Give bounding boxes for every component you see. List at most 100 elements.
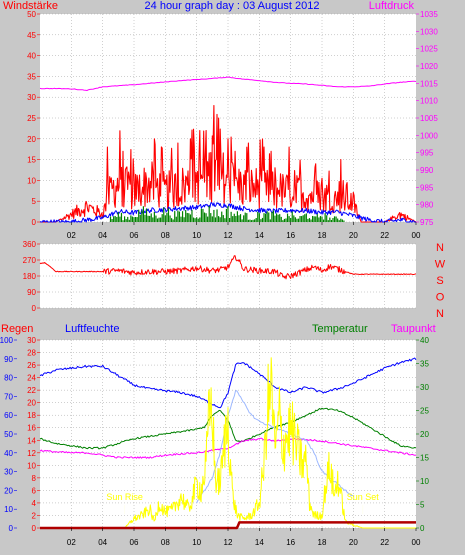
wind-left-tick-label-6: 30 (27, 93, 36, 102)
humidity-tick-label-3: 6 (32, 486, 37, 495)
x-tick-label-3: 08 (161, 231, 170, 240)
humidity-tick-label-7: 14 (27, 436, 36, 445)
wind-left-tick-label-10: 50 (27, 10, 36, 19)
temp-tick-label-7: 35 (420, 360, 429, 369)
humidity-tick-label-6: 12 (27, 449, 36, 458)
sun-annotation-label-1: Sun Set (347, 492, 380, 502)
regen-tick-label-5: 50 (4, 430, 13, 439)
wind-right-tick-label-4: 995 (420, 149, 434, 158)
regen-tick-label-1: 10 (4, 505, 13, 514)
x-tick-label-6: 14 (255, 231, 264, 240)
x-tick-label-0: 02 (67, 231, 76, 240)
temp-tick-label-0: 0 (420, 524, 425, 533)
wind-x-axis: 02 04 06 08 10 12 14 16 18 20 22 00 (67, 222, 421, 240)
humidity-tick-label-10: 20 (27, 399, 36, 408)
regen-tick-label-7: 70 (4, 392, 13, 401)
x-tick-label-7: 16 (286, 538, 295, 547)
pressure-line (39, 76, 417, 91)
rain-panel: Regen Luftfeuchte Temperatur Taupunkt 0 1… (0, 323, 436, 547)
temp-tick-label-1: 5 (420, 501, 425, 510)
x-tick-label-8: 18 (318, 231, 327, 240)
x-tick-label-1: 04 (98, 231, 107, 240)
direction-line (39, 255, 417, 280)
humidity-tick-label-0: 0 (32, 524, 37, 533)
luftfeuchte-label: Luftfeuchte (65, 323, 119, 335)
regen-tick-label-9: 90 (4, 355, 13, 364)
wind-right-tick-label-6: 1005 (420, 114, 438, 123)
x-tick-label-5: 12 (224, 231, 233, 240)
wind-left-tick-label-5: 25 (27, 114, 36, 123)
temp-tick-label-6: 30 (420, 383, 429, 392)
humidity-tick-label-5: 10 (27, 461, 36, 470)
x-tick-label-0: 02 (67, 538, 76, 547)
x-tick-label-8: 18 (318, 538, 327, 547)
wind-plot-area (40, 14, 416, 222)
direction-left-tick-label-0: 0 (32, 304, 37, 313)
x-tick-label-10: 22 (380, 538, 389, 547)
wind-left-axis: 0 5 10 15 20 25 30 35 40 45 50 (27, 10, 40, 227)
regen-tick-label-3: 30 (4, 468, 13, 477)
wind-right-tick-label-3: 990 (420, 166, 434, 175)
compass-label-3: O (436, 292, 445, 304)
wind-right-tick-label-9: 1020 (420, 62, 438, 71)
wind-left-tick-label-4: 20 (27, 135, 36, 144)
wind-right-tick-label-12: 1035 (420, 10, 438, 19)
humidity-tick-label-12: 24 (27, 374, 36, 383)
direction-plot-area (40, 244, 416, 308)
direction-left-tick-label-1: 90 (27, 288, 36, 297)
rain-x-axis: 02 04 06 08 10 12 14 16 18 20 22 00 (67, 528, 421, 547)
temperatur-axis: 0 5 10 15 20 25 30 35 40 (416, 336, 429, 533)
regen-tick-label-4: 40 (4, 449, 13, 458)
wind-left-tick-label-1: 5 (32, 197, 37, 206)
wind-right-tick-label-8: 1015 (420, 79, 438, 88)
x-tick-label-2: 06 (130, 538, 139, 547)
wind-left-tick-label-8: 40 (27, 52, 36, 61)
x-tick-label-9: 20 (349, 231, 358, 240)
temp-tick-label-3: 15 (420, 454, 429, 463)
direction-series (39, 255, 417, 280)
direction-left-tick-label-2: 180 (23, 272, 37, 281)
temp-tick-label-5: 25 (420, 407, 429, 416)
x-tick-label-5: 12 (224, 538, 233, 547)
x-tick-label-6: 14 (255, 538, 264, 547)
wind-left-tick-label-0: 0 (32, 218, 37, 227)
x-tick-label-4: 10 (192, 231, 201, 240)
regen-axis: 0 10 20 30 40 50 60 70 80 90 100 (0, 336, 17, 533)
x-tick-label-9: 20 (349, 538, 358, 547)
luftdruck-label: Luftdruck (369, 0, 415, 12)
humidity-line (39, 357, 417, 409)
regen-tick-label-2: 20 (4, 486, 13, 495)
windstaerke-label: Windstärke (3, 0, 58, 12)
wind-series (39, 76, 417, 223)
x-tick-label-2: 06 (130, 231, 139, 240)
wind-right-tick-label-2: 985 (420, 183, 434, 192)
wind-left-tick-label-2: 10 (27, 176, 36, 185)
temp-tick-label-8: 40 (420, 336, 429, 345)
regen-tick-label-0: 0 (9, 524, 14, 533)
sun-annotations: Sun Rise Sun Set (106, 492, 379, 514)
x-tick-label-10: 22 (380, 231, 389, 240)
humidity-tick-label-1: 2 (32, 511, 37, 520)
chart-title: 24 hour graph day : 03 August 2012 (145, 0, 320, 12)
humidity-tick-label-15: 30 (27, 336, 36, 345)
regen-tick-label-6: 60 (4, 411, 13, 420)
wind-right-tick-label-7: 1010 (420, 97, 438, 106)
wind-right-axis: 975 980 985 990 995 1000 1005 1010 1015 1020 1025 1… (416, 10, 438, 227)
compass-label-1: W (435, 259, 446, 271)
wind-right-tick-label-11: 1030 (420, 27, 438, 36)
wind-right-tick-label-0: 975 (420, 218, 434, 227)
x-tick-label-11: 00 (412, 231, 421, 240)
direction-left-axis: 0 90 180 270 360 (23, 240, 40, 313)
humidity-tick-label-2: 4 (32, 499, 37, 508)
wind-left-tick-label-7: 35 (27, 72, 36, 81)
humidity-tick-label-8: 16 (27, 424, 36, 433)
direction-left-tick-label-3: 270 (23, 256, 37, 265)
sun-annotation-label-0: Sun Rise (106, 492, 143, 502)
x-tick-label-11: 00 (412, 538, 421, 547)
x-tick-label-7: 16 (286, 231, 295, 240)
direction-left-tick-label-4: 360 (23, 240, 37, 249)
